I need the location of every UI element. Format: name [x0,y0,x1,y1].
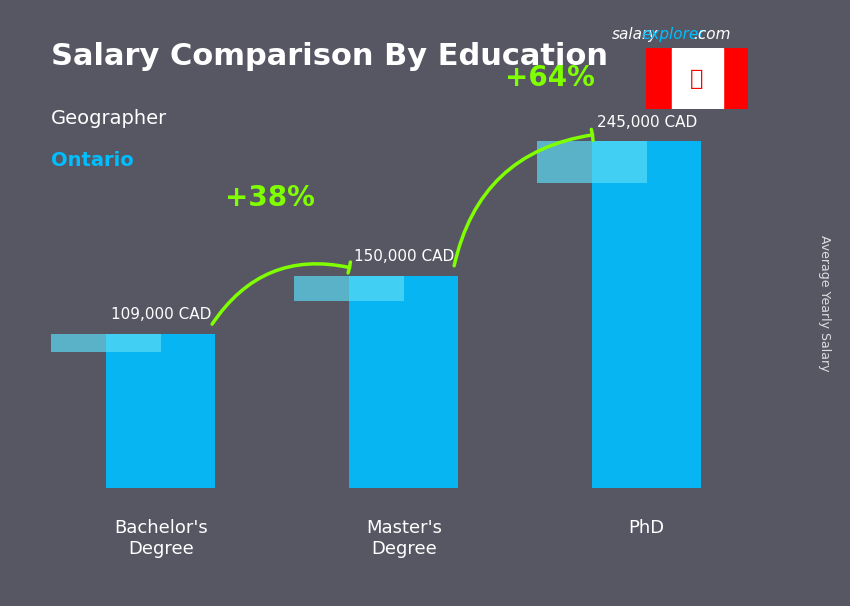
Text: Ontario: Ontario [51,152,133,170]
Text: PhD: PhD [629,519,665,537]
Text: Master's
Degree: Master's Degree [366,519,442,558]
Bar [294,276,404,301]
Bar [722,48,748,109]
Text: +64%: +64% [505,64,594,92]
Bar [349,276,458,488]
Text: 150,000 CAD: 150,000 CAD [354,249,454,264]
Bar [672,48,722,109]
Text: Bachelor's
Degree: Bachelor's Degree [114,519,207,558]
Text: 🍁: 🍁 [690,68,704,89]
Bar [106,333,215,488]
Bar [537,141,647,183]
Bar [646,48,672,109]
Text: salary: salary [612,27,658,42]
Text: Geographer: Geographer [51,109,167,128]
Text: explorer: explorer [642,27,706,42]
Text: 109,000 CAD: 109,000 CAD [110,307,211,322]
Text: Average Yearly Salary: Average Yearly Salary [818,235,831,371]
Text: .com: .com [693,27,730,42]
Bar [52,333,161,352]
Text: 245,000 CAD: 245,000 CAD [597,115,697,130]
Text: +38%: +38% [225,184,315,212]
Bar [592,141,701,488]
Text: Salary Comparison By Education: Salary Comparison By Education [51,42,608,72]
